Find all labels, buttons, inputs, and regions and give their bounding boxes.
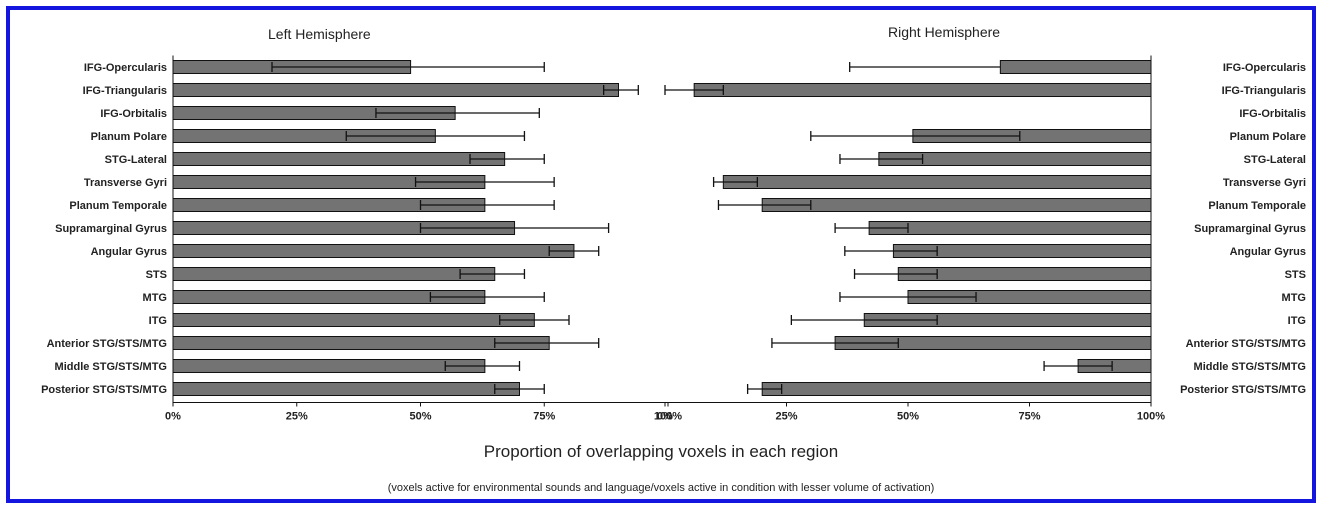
left-bar: [172, 382, 520, 396]
left-panel-title: Left Hemisphere: [268, 26, 371, 42]
right-bar: [999, 60, 1152, 74]
chart-subtitle: (voxels active for environmental sounds …: [387, 482, 935, 494]
right-bar: [868, 221, 1152, 235]
left-tick-label: 75%: [533, 411, 555, 423]
right-category-label: MTG: [1282, 292, 1306, 304]
right-category-label: Angular Gyrus: [1230, 246, 1306, 258]
left-tick-label: 0%: [165, 411, 181, 423]
right-category-label: Planum Polare: [1230, 131, 1306, 143]
left-tick-label: 100%: [654, 411, 682, 423]
right-category-label: ITG: [1288, 315, 1306, 327]
right-bar: [761, 382, 1152, 396]
left-category-label: IFG-Orbitalis: [100, 108, 167, 120]
left-category-label: Posterior STG/STS/MTG: [41, 384, 167, 396]
right-category-label: IFG-Opercularis: [1223, 62, 1306, 74]
right-category-label: IFG-Orbitalis: [1239, 108, 1306, 120]
left-category-label: ITG: [149, 315, 167, 327]
right-category-label: STG-Lateral: [1244, 154, 1306, 166]
right-category-label: Planum Temporale: [1208, 200, 1306, 212]
left-category-label: Planum Polare: [91, 131, 167, 143]
left-category-label: IFG-Triangularis: [83, 85, 167, 97]
right-tick-label: 0%: [657, 411, 673, 423]
right-category-label: STS: [1285, 269, 1306, 281]
left-category-label: STG-Lateral: [105, 154, 167, 166]
right-category-label: Anterior STG/STS/MTG: [1186, 338, 1306, 350]
left-category-label: MTG: [143, 292, 167, 304]
right-category-label: Supramarginal Gyrus: [1194, 223, 1306, 235]
left-category-label: Planum Temporale: [69, 200, 167, 212]
left-category-label: Angular Gyrus: [91, 246, 167, 258]
left-category-label: Transverse Gyri: [84, 177, 167, 189]
right-tick-label: 25%: [775, 411, 797, 423]
left-bar: [172, 83, 619, 97]
left-bar: [172, 313, 535, 327]
right-bar: [693, 83, 1152, 97]
left-category-label: Anterior STG/STS/MTG: [47, 338, 167, 350]
right-bar: [722, 175, 1152, 189]
right-category-label: Transverse Gyri: [1223, 177, 1306, 189]
right-category-label: Middle STG/STS/MTG: [1194, 361, 1306, 373]
left-bar: [172, 152, 506, 166]
left-bar: [172, 336, 550, 350]
left-category-label: Middle STG/STS/MTG: [55, 361, 167, 373]
right-bar: [761, 198, 1152, 212]
left-bar: [172, 359, 486, 373]
left-category-label: IFG-Opercularis: [84, 62, 167, 74]
left-bar: [172, 244, 575, 258]
right-category-label: Posterior STG/STS/MTG: [1180, 384, 1306, 396]
right-tick-label: 100%: [1137, 411, 1165, 423]
left-category-label: Supramarginal Gyrus: [55, 223, 167, 235]
left-tick-label: 50%: [409, 411, 431, 423]
right-tick-label: 50%: [897, 411, 919, 423]
left-tick-label: 25%: [286, 411, 308, 423]
right-tick-label: 75%: [1018, 411, 1040, 423]
right-category-label: IFG-Triangularis: [1222, 85, 1306, 97]
right-panel-title: Right Hemisphere: [888, 24, 1001, 40]
left-bar: [172, 267, 496, 281]
x-axis-label: Proportion of overlapping voxels in each…: [483, 442, 839, 461]
left-category-label: STS: [146, 269, 167, 281]
